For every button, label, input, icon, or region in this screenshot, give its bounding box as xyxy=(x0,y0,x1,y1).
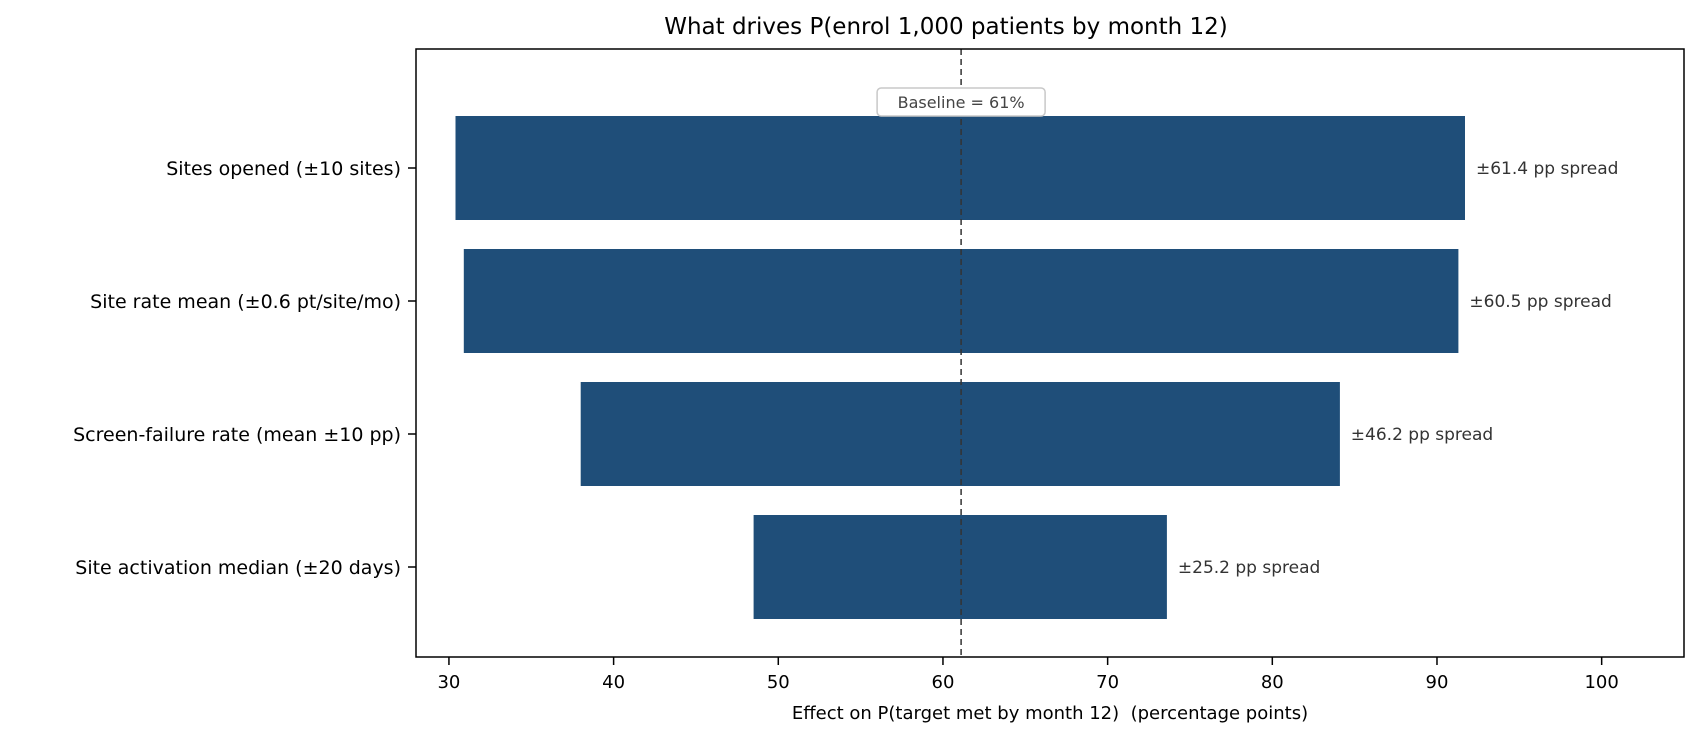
x-axis-label: Effect on P(target met by month 12) (per… xyxy=(792,703,1308,724)
y-axis: Sites opened (±10 sites) Site rate mean (… xyxy=(73,158,416,579)
plot-frame xyxy=(415,48,1685,658)
bar-0 xyxy=(455,116,1465,220)
spread-label-1: ±60.5 pp spread xyxy=(1469,292,1611,312)
spread-label-2: ±46.2 pp spread xyxy=(1351,425,1493,445)
x-tick-label-2: 50 xyxy=(767,672,790,693)
x-tick-label-5: 80 xyxy=(1261,672,1284,693)
bars-layer: ±61.4 pp spread ±60.5 pp spread ±46.2 pp s… xyxy=(455,116,1618,619)
x-tick-label-4: 70 xyxy=(1096,672,1119,693)
x-axis: 30 40 50 60 70 80 90 100 xyxy=(437,657,1619,693)
category-label-1: Site rate mean (±0.6 pt/site/mo) xyxy=(90,291,401,313)
category-label-2: Screen-failure rate (mean ±10 pp) xyxy=(73,424,401,446)
x-tick-label-6: 90 xyxy=(1426,672,1449,693)
bar-3 xyxy=(753,515,1167,619)
baseline-label-box xyxy=(876,87,1046,117)
chart-title: What drives P(enrol 1,000 patients by mo… xyxy=(664,14,1228,40)
x-tick-label-1: 40 xyxy=(602,672,625,693)
bar-2 xyxy=(580,382,1340,486)
x-tick-label-0: 30 xyxy=(437,672,460,693)
spread-label-3: ±25.2 pp spread xyxy=(1178,558,1320,578)
spread-label-0: ±61.4 pp spread xyxy=(1476,159,1618,179)
category-label-0: Sites opened (±10 sites) xyxy=(166,158,401,180)
baseline-layer: Baseline = 61% xyxy=(876,49,1046,657)
x-tick-label-7: 100 xyxy=(1584,672,1618,693)
baseline-label: Baseline = 61% xyxy=(898,93,1025,112)
x-tick-label-3: 60 xyxy=(932,672,955,693)
category-label-3: Site activation median (±20 days) xyxy=(75,557,401,579)
